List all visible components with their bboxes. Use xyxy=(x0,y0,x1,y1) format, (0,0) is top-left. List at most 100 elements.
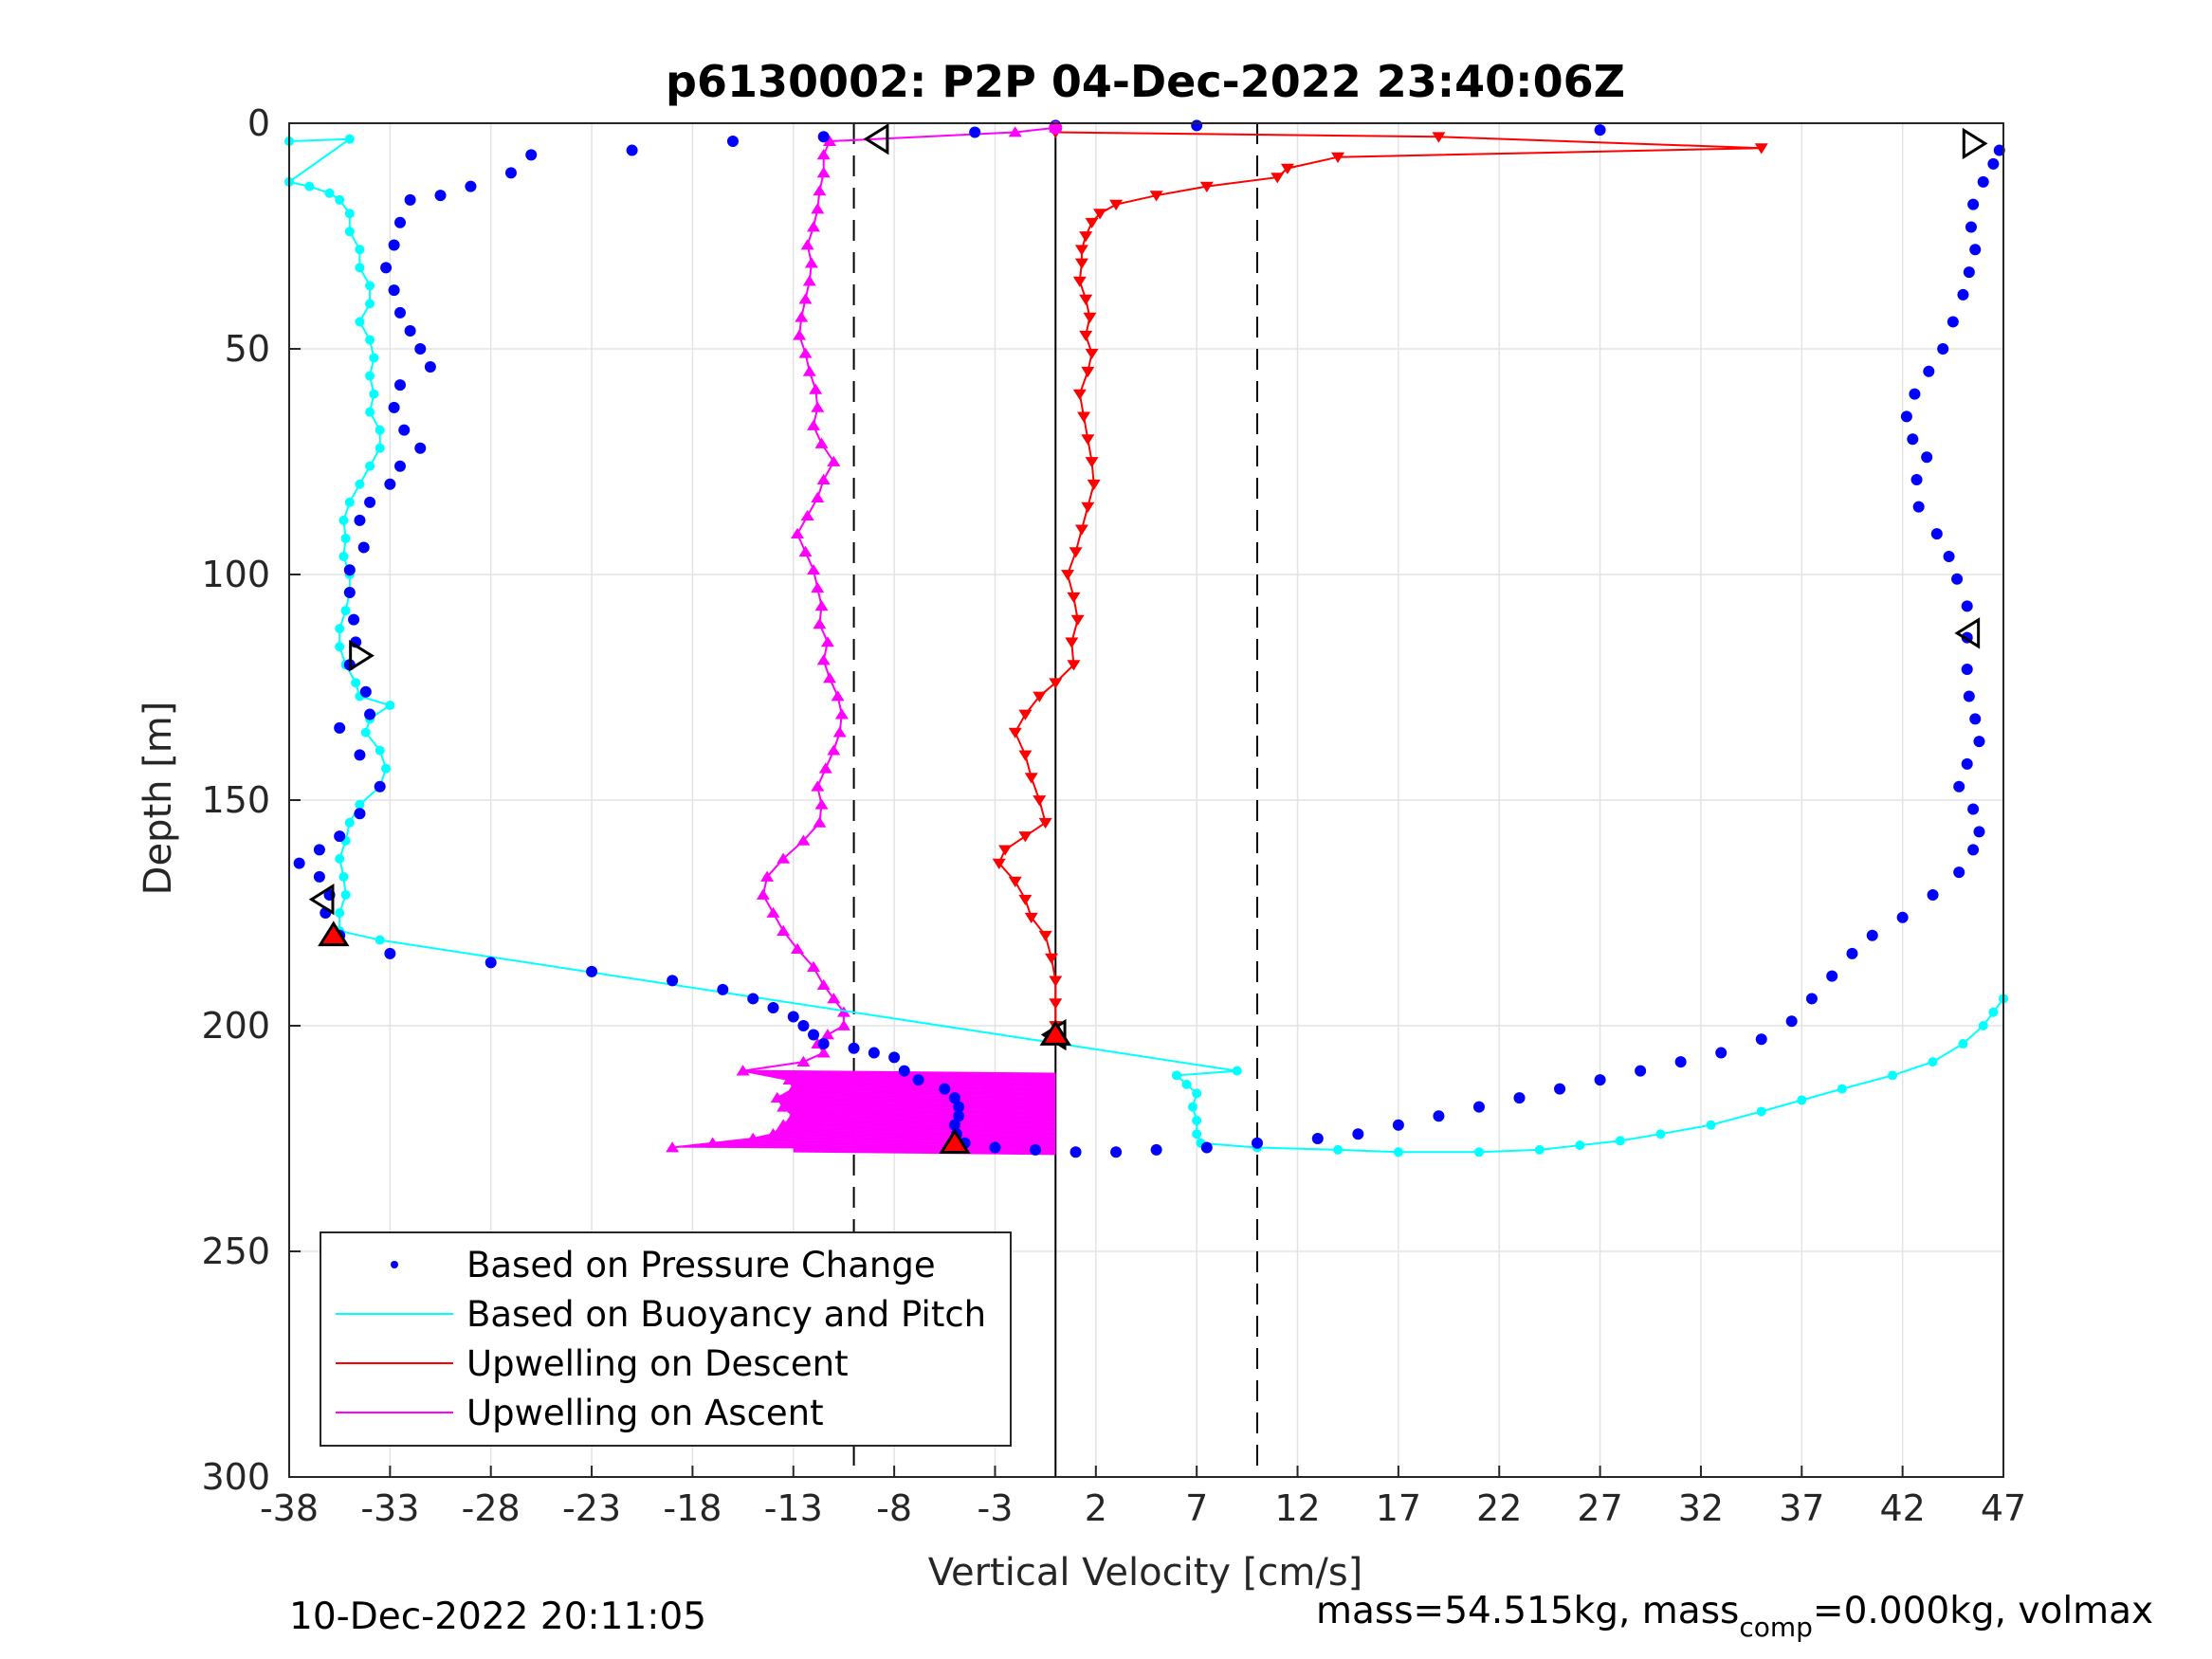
data-point xyxy=(1271,173,1285,184)
event-marker xyxy=(308,884,335,916)
ascent-fill-line xyxy=(751,1138,1056,1143)
data-point xyxy=(802,365,816,376)
ascent-fill-line xyxy=(792,1114,1056,1120)
data-point xyxy=(364,496,376,508)
data-point xyxy=(767,1001,779,1013)
data-point xyxy=(1973,736,1985,748)
data-point xyxy=(827,993,841,1004)
data-point xyxy=(1554,1083,1566,1095)
data-point xyxy=(814,600,829,611)
data-point xyxy=(811,203,825,214)
data-point xyxy=(848,1042,860,1054)
x-tick-label: 32 xyxy=(1678,1487,1724,1529)
data-point xyxy=(1928,1057,1938,1067)
ascent-fill-line xyxy=(773,1133,1056,1139)
data-point xyxy=(1083,312,1097,323)
data-point xyxy=(1907,433,1919,446)
data-point xyxy=(398,424,411,436)
data-point xyxy=(1030,1143,1042,1156)
data-point xyxy=(1754,143,1768,155)
data-point xyxy=(1024,773,1038,784)
data-point xyxy=(1965,221,1977,233)
data-point xyxy=(791,942,805,954)
data-point xyxy=(1049,975,1063,987)
data-point xyxy=(816,654,831,665)
data-point xyxy=(1953,866,1965,879)
data-point xyxy=(1927,888,1939,901)
data-point xyxy=(381,763,392,774)
data-point xyxy=(388,401,400,413)
data-point xyxy=(1187,1102,1197,1112)
data-point xyxy=(832,726,847,738)
data-point xyxy=(1655,1129,1666,1139)
data-point xyxy=(1953,780,1965,793)
x-tick-label: -18 xyxy=(663,1487,722,1529)
data-point xyxy=(777,1101,791,1112)
data-point xyxy=(1635,1065,1647,1077)
data-point xyxy=(1951,573,1964,585)
data-point xyxy=(717,983,729,995)
ascent-fill-line xyxy=(793,1148,1056,1154)
data-point xyxy=(364,708,376,720)
data-point xyxy=(335,624,345,634)
data-point xyxy=(484,957,497,969)
data-point xyxy=(811,401,825,412)
data-point xyxy=(1149,191,1163,202)
data-point xyxy=(1977,175,1989,188)
x-tick-label: -28 xyxy=(462,1487,521,1529)
data-point xyxy=(355,245,365,255)
data-point xyxy=(1921,451,1933,464)
data-point xyxy=(1079,294,1093,305)
data-point xyxy=(335,642,345,652)
data-point xyxy=(1085,348,1099,360)
ascent-fill xyxy=(680,1069,1056,1156)
ascent-fill-line xyxy=(779,1126,1056,1132)
data-point xyxy=(1987,157,2000,170)
data-point xyxy=(343,587,356,599)
ascent-fill-line xyxy=(782,1104,1056,1110)
ascent-fill-line xyxy=(792,1085,1056,1091)
data-point xyxy=(1837,1084,1847,1094)
footer-timestamp: 10-Dec-2022 20:11:05 xyxy=(289,1595,706,1638)
data-point xyxy=(586,965,598,977)
data-point xyxy=(1081,434,1095,446)
data-point xyxy=(1171,1070,1181,1081)
data-point xyxy=(375,425,385,435)
data-point xyxy=(1473,1147,1484,1158)
data-point xyxy=(1251,1137,1263,1149)
data-point xyxy=(820,636,834,647)
data-point xyxy=(813,618,827,629)
data-point xyxy=(705,1137,720,1148)
data-point xyxy=(827,744,841,756)
data-point xyxy=(424,361,436,374)
x-tick-label: 47 xyxy=(1981,1487,2026,1529)
data-point xyxy=(814,437,829,448)
data-point xyxy=(354,808,366,820)
data-point xyxy=(798,293,813,304)
data-point xyxy=(365,299,375,309)
data-point xyxy=(992,858,1006,869)
data-point xyxy=(1085,457,1099,468)
data-point xyxy=(338,515,349,525)
data-point xyxy=(335,194,345,205)
data-point xyxy=(1896,911,1909,923)
data-point xyxy=(344,209,355,219)
data-point xyxy=(811,780,825,792)
data-point xyxy=(816,473,831,484)
data-point xyxy=(369,353,379,363)
data-point xyxy=(388,284,400,297)
data-point xyxy=(793,329,807,340)
data-point xyxy=(816,149,831,160)
data-point xyxy=(766,1127,780,1139)
y-axis-label: Depth [m] xyxy=(137,702,180,896)
data-point xyxy=(1199,181,1214,192)
data-point xyxy=(756,888,770,900)
data-point xyxy=(1943,550,1955,562)
data-point xyxy=(1067,660,1081,671)
data-point xyxy=(1923,365,1935,377)
ascent-fill-line xyxy=(783,1105,1056,1111)
data-point xyxy=(1038,930,1052,942)
data-point xyxy=(1674,1056,1687,1068)
data-point xyxy=(807,563,821,575)
data-point xyxy=(1331,152,1345,163)
